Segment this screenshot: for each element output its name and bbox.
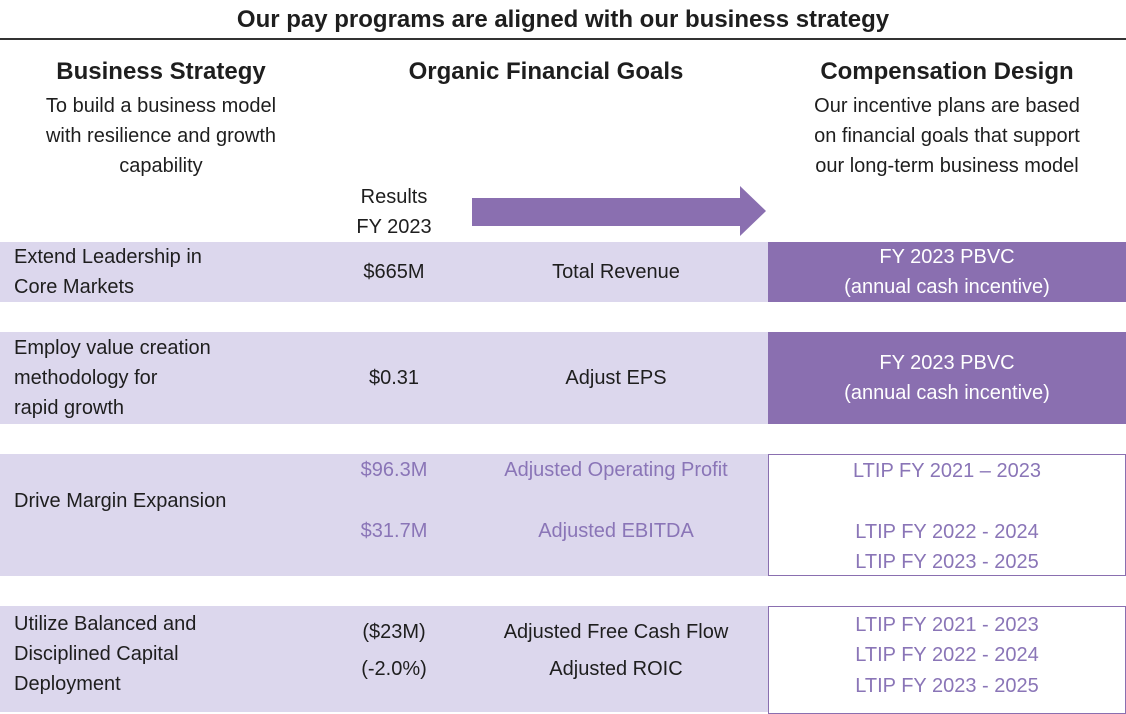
strategy-subtitle-line: capability xyxy=(119,155,203,177)
title-divider xyxy=(0,38,1126,40)
comp-box-pbvc: FY 2023 PBVC (annual cash incentive) xyxy=(768,332,1126,424)
result-value: $31.7M xyxy=(360,520,428,542)
strategy-subtitle-line: with resilience and growth xyxy=(45,125,277,147)
strategy-line: Core Markets xyxy=(14,276,135,298)
strategy-subtitle-line: To build a business model xyxy=(45,95,277,117)
row-band-margin xyxy=(0,454,768,576)
results-label-line: FY 2023 xyxy=(356,216,432,238)
comp-line: LTIP FY 2023 - 2025 xyxy=(855,551,1039,573)
goal-label: Total Revenue xyxy=(552,261,680,283)
strategy-line: Drive Margin Expansion xyxy=(14,490,227,512)
goal-label: Adjusted ROIC xyxy=(549,658,683,680)
page-title: Our pay programs are aligned with our bu… xyxy=(236,6,890,33)
row-band-leadership xyxy=(0,242,768,302)
goals-heading: Organic Financial Goals xyxy=(408,58,684,85)
strategy-line: Employ value creation xyxy=(14,337,211,359)
strategy-line: Disciplined Capital xyxy=(14,643,179,665)
goal-label: Adjusted Operating Profit xyxy=(504,459,728,481)
results-label: Results FY 2023 xyxy=(344,182,444,242)
comp-subtitle-line: our long-term business model xyxy=(815,155,1079,177)
strategy-heading: Business Strategy xyxy=(56,58,266,85)
comp-heading: Compensation Design xyxy=(820,58,1074,85)
results-label-line: Results xyxy=(360,186,428,208)
comp-line: LTIP FY 2022 - 2024 xyxy=(855,644,1039,666)
strategy-line: rapid growth xyxy=(14,397,125,419)
strategy-cell: Employ value creation methodology for ra… xyxy=(14,333,314,423)
comp-line: LTIP FY 2021 – 2023 xyxy=(853,460,1041,482)
strategy-cell: Utilize Balanced and Disciplined Capital… xyxy=(14,609,314,699)
result-value: (-2.0%) xyxy=(361,658,427,680)
goal-label: Adjusted Free Cash Flow xyxy=(503,621,729,643)
comp-subtitle-line: Our incentive plans are based xyxy=(814,95,1080,117)
strategy-cell: Drive Margin Expansion xyxy=(14,486,314,516)
comp-line: (annual cash incentive) xyxy=(844,382,1050,404)
strategy-line: Extend Leadership in xyxy=(14,246,202,268)
comp-line: LTIP FY 2022 - 2024 xyxy=(855,521,1039,543)
strategy-line: Utilize Balanced and xyxy=(14,613,197,635)
comp-subtitle-line: on financial goals that support xyxy=(814,125,1080,147)
strategy-cell: Extend Leadership in Core Markets xyxy=(14,242,314,302)
strategy-line: Deployment xyxy=(14,673,121,695)
comp-line: FY 2023 PBVC xyxy=(879,352,1015,374)
row-band-value-creation xyxy=(0,332,768,424)
comp-line: LTIP FY 2023 - 2025 xyxy=(855,675,1039,697)
row-band-capital xyxy=(0,606,768,712)
goal-label: Adjusted EBITDA xyxy=(538,520,694,542)
comp-line: FY 2023 PBVC xyxy=(879,246,1015,268)
comp-box-ltip: LTIP FY 2021 - 2023 LTIP FY 2022 - 2024 … xyxy=(768,606,1126,714)
arrow-shaft xyxy=(472,198,744,226)
right-arrow-icon xyxy=(740,186,766,236)
strategy-subtitle: To build a business model with resilienc… xyxy=(0,91,322,181)
goal-label: Adjust EPS xyxy=(565,367,667,389)
comp-line: LTIP FY 2021 - 2023 xyxy=(855,614,1039,636)
result-value: $665M xyxy=(363,261,425,283)
result-value: ($23M) xyxy=(362,621,426,643)
result-value: $96.3M xyxy=(360,459,428,481)
result-value: $0.31 xyxy=(368,367,420,389)
comp-line: (annual cash incentive) xyxy=(844,276,1050,298)
comp-subtitle: Our incentive plans are based on financi… xyxy=(768,91,1126,181)
strategy-line: methodology for xyxy=(14,367,158,389)
comp-box-ltip: LTIP FY 2021 – 2023 LTIP FY 2022 - 2024 … xyxy=(768,454,1126,576)
comp-box-pbvc: FY 2023 PBVC (annual cash incentive) xyxy=(768,242,1126,302)
